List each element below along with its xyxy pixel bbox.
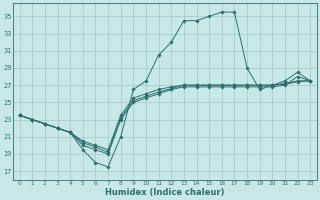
X-axis label: Humidex (Indice chaleur): Humidex (Indice chaleur) xyxy=(105,188,225,197)
